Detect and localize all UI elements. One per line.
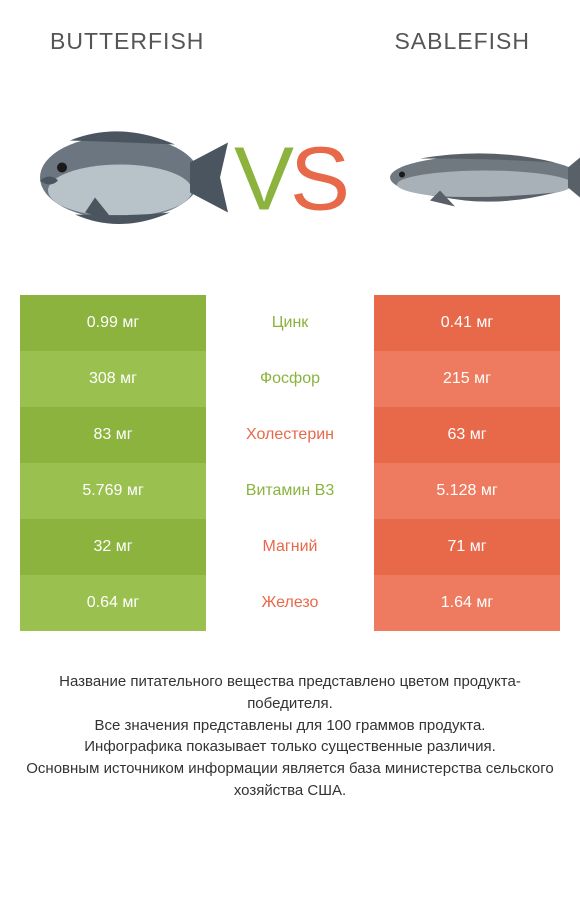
nutrient-label: Цинк [206,295,374,351]
vs-v: V [234,130,290,230]
cell-left: 83 мг [20,407,206,463]
table-row: 83 мг Холестерин 63 мг [20,407,560,463]
nutrient-label: Фосфор [206,351,374,407]
comparison-table: 0.99 мг Цинк 0.41 мг 308 мг Фосфор 215 м… [20,295,560,631]
hero: VS [0,65,580,295]
footer-line: Основным источником информации является … [24,758,556,802]
footer-line: Название питательного вещества представл… [24,671,556,715]
cell-right: 1.64 мг [374,575,560,631]
cell-left: 5.769 мг [20,463,206,519]
nutrient-label: Витамин B3 [206,463,374,519]
butterfish-image [20,113,230,248]
header: BUTTERFISH SABLEFISH [0,0,580,55]
vs-s: S [290,130,346,230]
footer-line: Все значения представлены для 100 граммо… [24,715,556,737]
vs-label: VS [234,129,346,232]
footer-notes: Название питательного вещества представл… [0,671,580,802]
title-right: SABLEFISH [394,28,530,55]
nutrient-label: Холестерин [206,407,374,463]
title-left: BUTTERFISH [50,28,204,55]
sablefish-image [380,133,580,228]
footer-line: Инфографика показывает только существенн… [24,736,556,758]
table-row: 32 мг Магний 71 мг [20,519,560,575]
cell-left: 32 мг [20,519,206,575]
nutrient-label: Железо [206,575,374,631]
table-row: 5.769 мг Витамин B3 5.128 мг [20,463,560,519]
cell-left: 308 мг [20,351,206,407]
cell-right: 63 мг [374,407,560,463]
table-row: 0.64 мг Железо 1.64 мг [20,575,560,631]
cell-left: 0.99 мг [20,295,206,351]
cell-right: 215 мг [374,351,560,407]
cell-right: 71 мг [374,519,560,575]
nutrient-label: Магний [206,519,374,575]
cell-left: 0.64 мг [20,575,206,631]
cell-right: 5.128 мг [374,463,560,519]
cell-right: 0.41 мг [374,295,560,351]
table-row: 0.99 мг Цинк 0.41 мг [20,295,560,351]
table-row: 308 мг Фосфор 215 мг [20,351,560,407]
